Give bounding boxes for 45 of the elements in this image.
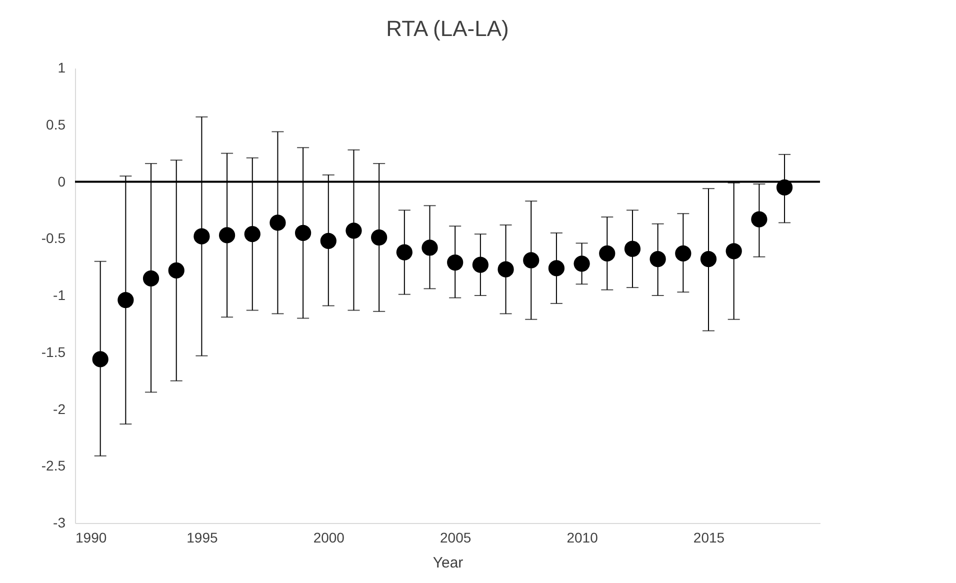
x-tick-label: 2010 [566,530,598,546]
x-tick-label: 1990 [76,530,107,546]
point [194,228,210,244]
point [700,251,717,268]
y-tick-label: -3 [53,514,66,530]
point [650,251,666,268]
y-tick-label: 0.5 [46,116,66,132]
point [751,211,768,228]
y-tick-label: -0.5 [41,230,66,246]
point [142,270,160,286]
chart-title: RTA (LA-LA) [386,16,509,41]
point [624,240,641,257]
point [574,256,590,272]
point [422,240,438,256]
point [675,245,692,262]
point [776,179,793,196]
point [371,229,388,246]
y-tick-label: -1 [53,287,66,303]
point [295,224,312,241]
y-tick-label: -2.5 [41,458,66,474]
point [244,226,260,242]
x-tick-label: 2000 [313,530,345,546]
point [523,252,540,268]
y-tick-label: -1.5 [41,344,66,360]
point [498,261,514,278]
x-tick-label: 2005 [440,530,472,546]
point [447,254,464,271]
x-axis-title: Year [432,554,464,572]
point [396,244,412,260]
point [270,214,286,231]
y-tick-label: 0 [58,173,66,190]
y-tick-label: 1 [58,60,66,76]
point [320,232,336,249]
point [168,262,184,279]
point [726,243,742,260]
point [472,256,489,273]
x-tick-label: 1995 [186,530,218,546]
point [118,292,134,308]
point [548,260,565,276]
point [92,351,108,368]
y-tick-label: -2 [53,400,66,417]
point [218,227,236,244]
point [599,245,616,262]
x-tick-label: 2015 [693,530,725,546]
point [346,222,362,239]
